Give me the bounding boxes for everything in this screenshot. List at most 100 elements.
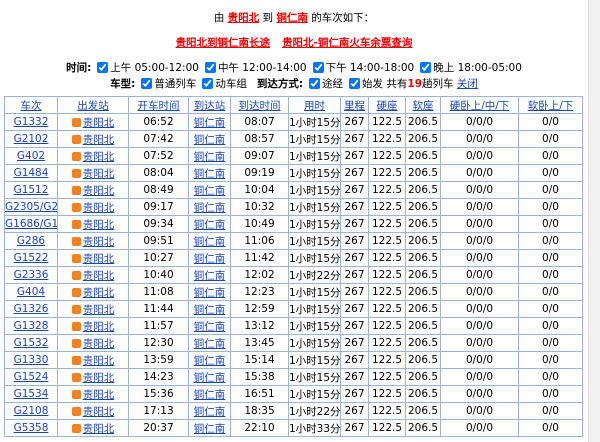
row: G1512 贵阳北 08:49 铜仁南 10:04 1小时15分 267 122.5 206.5… [4,181,583,199]
station-link[interactable]: 贵阳北 [82,405,115,418]
train-link[interactable]: G1524 [13,371,49,383]
train-link[interactable]: G1330 [13,354,49,366]
station-link[interactable]: 贵阳北 [82,167,115,180]
station-link[interactable]: 铜仁南 [193,133,226,146]
start-icon [71,219,81,229]
station-link[interactable]: 铜仁南 [193,116,226,129]
train-link[interactable]: G1534 [13,388,49,400]
station-link[interactable]: 铜仁南 [193,167,226,180]
station-link[interactable]: 铜仁南 [193,354,226,367]
station-link[interactable]: 贵阳北 [82,218,115,231]
checkbox[interactable] [420,62,432,73]
column-title[interactable]: 硬座 [376,99,398,112]
station-link[interactable]: 贵阳北 [82,116,115,129]
checkbox[interactable] [349,78,361,89]
station-link[interactable]: 铜仁南 [193,320,226,333]
cell-text: 0/0 [542,405,559,417]
column-title[interactable]: 出发站 [77,99,109,112]
station-link[interactable]: 贵阳北 [82,371,115,384]
cell: 0/0 [518,181,583,199]
station-link[interactable]: 铜仁南 [193,269,226,282]
train-link[interactable]: G404 [16,286,46,298]
close-link[interactable]: 关闭 [456,78,478,90]
train-link[interactable]: G1512 [13,184,49,196]
checkbox[interactable] [309,78,321,89]
cell-text: 206.5 [407,252,439,264]
link[interactable]: 贵阳北到铜仁南长途 [175,37,271,49]
checkbox[interactable] [204,62,216,73]
station-link[interactable]: 贵阳北 [82,235,115,248]
cell: 11:08 [128,283,189,301]
station-link[interactable]: 铜仁南 [193,218,226,231]
cell: 267 [340,249,369,267]
station-link[interactable]: 贵阳北 [82,422,115,435]
station-link[interactable]: 贵阳北 [82,201,115,214]
column-title[interactable]: 开车时间 [137,99,180,112]
train-link[interactable]: G1686/G1687 [5,218,58,230]
column-title[interactable]: 到达站 [193,99,226,112]
train-link[interactable]: G2108 [13,405,49,417]
train-link[interactable]: G1522 [13,252,49,264]
column-title[interactable]: 到达时间 [238,99,281,112]
column-title[interactable]: 车次 [20,99,42,112]
start-icon [71,406,81,416]
cell: 206.5 [405,368,441,386]
station-link[interactable]: 铜仁南 [193,286,226,299]
column-title[interactable]: 用时 [304,99,325,112]
cell: 267 [340,368,369,386]
column-title[interactable]: 里程 [344,99,365,112]
checkbox[interactable] [312,62,324,73]
checkbox[interactable] [141,78,153,89]
train-link[interactable]: G1326 [13,303,49,315]
station-link[interactable]: 贵阳北 [82,388,115,401]
station-link[interactable]: 贵阳北 [82,303,115,316]
cell-text: 0/0/0 [465,354,494,366]
train-link[interactable]: G402 [16,150,46,162]
cell: G1522 [4,249,58,267]
station-link[interactable]: 铜仁南 [193,422,226,435]
start-icon [71,423,81,433]
station-link[interactable]: 贵阳北 [82,252,115,265]
station-link[interactable]: 贵阳北 [82,337,115,350]
station-link[interactable]: 铜仁南 [193,303,226,316]
train-link[interactable]: G1332 [13,116,49,128]
train-link[interactable]: G1484 [13,167,49,179]
station-link[interactable]: 铜仁南 [193,184,226,197]
train-link[interactable]: G2102 [13,133,49,145]
train-link[interactable]: G286 [16,235,46,247]
station-link[interactable]: 铜仁南 [193,388,226,401]
station-link[interactable]: 铜仁南 [193,405,226,418]
column-title[interactable]: 硬卧上/中/下 [449,99,510,112]
train-link[interactable]: G2336 [13,269,49,281]
checkbox[interactable] [97,62,109,73]
row: G404 贵阳北 11:08 铜仁南 12:23 1小时15分 267 122.5 206.5 0… [4,283,583,301]
station-link[interactable]: 贵阳北 [82,354,115,367]
checkbox[interactable] [202,78,214,89]
station-link[interactable]: 铜仁南 [193,371,226,384]
station-link[interactable]: 贵阳北 [82,133,115,146]
link[interactable]: 贵阳北-铜仁南火车余票查询 [282,37,413,49]
train-link[interactable]: G2305/G2308 [5,201,58,213]
row: G1524 贵阳北 14:23 铜仁南 15:38 1小时15分 267 122.5 206.5… [4,368,583,386]
station-link[interactable]: 贵阳北 [82,150,115,163]
cell-text: 1小时15分 [289,286,341,299]
cell: 贵阳北 [57,181,129,199]
station-link[interactable]: 贵阳北 [82,286,115,299]
train-link[interactable]: G1532 [13,337,49,349]
station-link[interactable]: 铜仁南 [193,201,226,214]
scrollbar [588,0,600,442]
train-link[interactable]: G1328 [13,320,49,332]
station-link[interactable]: 贵阳北 [82,269,115,282]
train-table: 车次 出发站 开车时间 到达站 到达时间 用时 里程 硬座 软座 硬卧上/中/下 软卧上/下 G133… [4,96,583,437]
column-title[interactable]: 软座 [412,99,434,112]
station-link[interactable]: 铜仁南 [193,150,226,163]
station-link[interactable]: 铜仁南 [193,252,226,265]
station-link[interactable]: 铜仁南 [193,235,226,248]
cell-text: 267 [344,150,365,162]
station-link[interactable]: 贵阳北 [82,184,115,197]
train-link[interactable]: G5358 [13,422,49,434]
station-link[interactable]: 铜仁南 [193,337,226,350]
column-title[interactable]: 软卧上/下 [527,99,574,112]
cell: 122.5 [368,368,406,386]
station-link[interactable]: 贵阳北 [82,320,115,333]
